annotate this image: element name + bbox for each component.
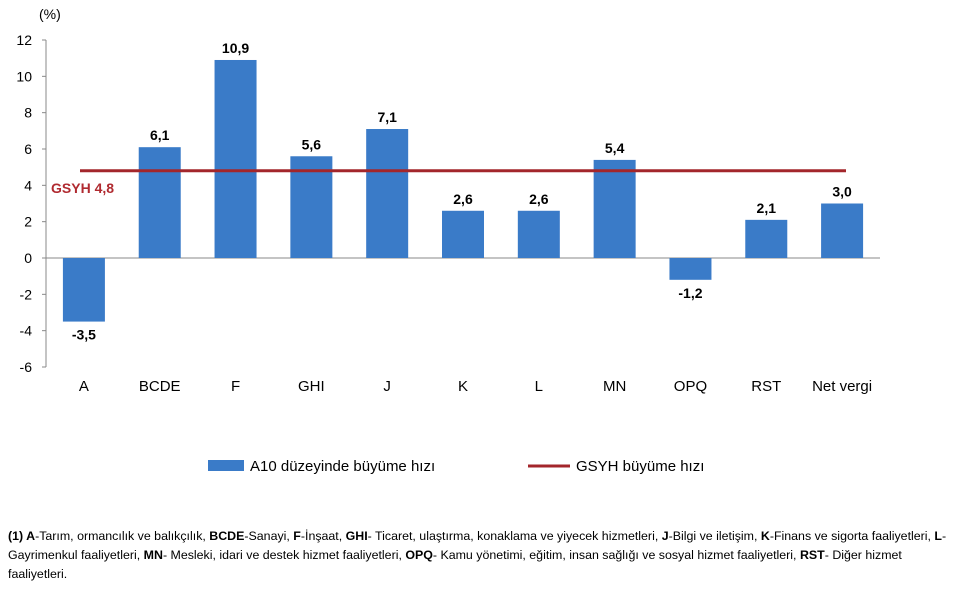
y-tick-label: 8 xyxy=(24,105,32,121)
data-label: 2,6 xyxy=(529,191,549,207)
legend-swatch-bars xyxy=(208,460,244,471)
footnote-code: BCDE xyxy=(209,529,245,543)
x-tick-label: L xyxy=(535,378,543,395)
data-label: 2,1 xyxy=(757,200,777,216)
footnote-text: -Tarım, ormancılık ve balıkçılık, xyxy=(35,529,210,543)
footnote-text: - Kamu yönetimi, eğitim, insan sağlığı v… xyxy=(432,548,800,562)
data-label: 7,1 xyxy=(377,109,397,125)
bar-rst xyxy=(745,219,788,258)
y-tick-label: -2 xyxy=(20,286,33,302)
bar-bcde xyxy=(138,147,181,258)
footnote: (1) A-Tarım, ormancılık ve balıkçılık, B… xyxy=(8,527,948,584)
y-tick-label: -4 xyxy=(20,323,33,339)
footnote-code: J xyxy=(661,529,669,543)
x-tick-label: BCDE xyxy=(139,378,181,395)
y-tick-label: 10 xyxy=(16,68,32,84)
gdp-line-label: GSYH 4,8 xyxy=(51,180,114,196)
y-tick-label: 0 xyxy=(24,250,32,266)
gdp-line-group: GSYH 4,8 xyxy=(51,169,846,196)
y-tick-label: 6 xyxy=(24,141,32,157)
x-tick-label: OPQ xyxy=(674,378,707,395)
x-tick-label: RST xyxy=(751,378,781,395)
footnote-text: -Sanayi, xyxy=(244,529,294,543)
footnote-code: OPQ xyxy=(405,548,433,562)
data-label: 5,6 xyxy=(302,136,322,152)
data-label: 5,4 xyxy=(605,140,625,156)
footnote-code: K xyxy=(760,529,770,543)
footnote-text: -Bilgi ve iletişim, xyxy=(668,529,761,543)
y-tick-label: 2 xyxy=(24,214,32,230)
data-label: -1,2 xyxy=(678,285,702,301)
bar-mn xyxy=(593,159,636,258)
bar-net-vergi xyxy=(821,203,864,258)
data-label: 10,9 xyxy=(222,40,249,56)
footnote-text: -Gayrimenkul faaliyetleri, xyxy=(8,529,947,562)
legend-label-line: GSYH büyüme hızı xyxy=(576,458,704,475)
bar-opq xyxy=(669,258,712,280)
legend-label-bars: A10 düzeyinde büyüme hızı xyxy=(250,458,435,475)
bar-j xyxy=(366,129,409,258)
data-label: -3,5 xyxy=(72,327,96,343)
footnote-text: - Mesleki, idari ve destek hizmet faaliy… xyxy=(162,548,406,562)
data-label: 2,6 xyxy=(453,191,473,207)
footnote-code: L xyxy=(934,529,942,543)
footnote-code: RST xyxy=(799,548,825,562)
x-tick-label: A xyxy=(79,378,89,395)
footnote-code: GHI xyxy=(345,529,368,543)
y-tick-label: -6 xyxy=(20,359,33,375)
legend: A10 düzeyinde büyüme hızı GSYH büyüme hı… xyxy=(208,458,704,475)
x-axis-labels: A BCDE F GHI J K L MN OPQ RST Net vergi xyxy=(79,378,872,395)
x-tick-label: GHI xyxy=(298,378,325,395)
footnote-code: (1) A xyxy=(8,529,36,543)
footnote-text: - Ticaret, ulaştırma, konaklama ve yiyec… xyxy=(367,529,662,543)
y-tick-label: 12 xyxy=(16,32,32,48)
x-tick-label: Net vergi xyxy=(812,378,872,395)
footnote-code: F xyxy=(293,529,301,543)
x-tick-label: F xyxy=(231,378,240,395)
x-tick-label: K xyxy=(458,378,468,395)
growth-chart: (%) -6 -4 -2 0 2 4 6 8 10 12 -3,5 6,1 10,9 5,6 7,1 2,6… xyxy=(16,6,880,475)
footnote-text: -İnşaat, xyxy=(300,529,346,543)
bar-l xyxy=(517,210,560,258)
bar-a xyxy=(62,258,105,322)
x-tick-label: J xyxy=(383,378,391,395)
data-label: 3,0 xyxy=(832,184,852,200)
data-labels: -3,5 6,1 10,9 5,6 7,1 2,6 2,6 5,4 -1,2 2,1 3,0 xyxy=(72,40,852,343)
y-tick-label: 4 xyxy=(24,177,32,193)
bars xyxy=(62,59,864,322)
bar-k xyxy=(442,210,484,258)
bar-f xyxy=(214,59,257,258)
y-axis-unit-label: (%) xyxy=(39,6,61,22)
footnote-text: - Diğer hizmet faaliyetleri. xyxy=(8,548,902,581)
data-label: 6,1 xyxy=(150,127,170,143)
bar-ghi xyxy=(290,156,333,258)
footnote-text: -Finans ve sigorta faaliyetleri, xyxy=(769,529,935,543)
x-tick-label: MN xyxy=(603,378,626,395)
footnote-code: MN xyxy=(143,548,163,562)
